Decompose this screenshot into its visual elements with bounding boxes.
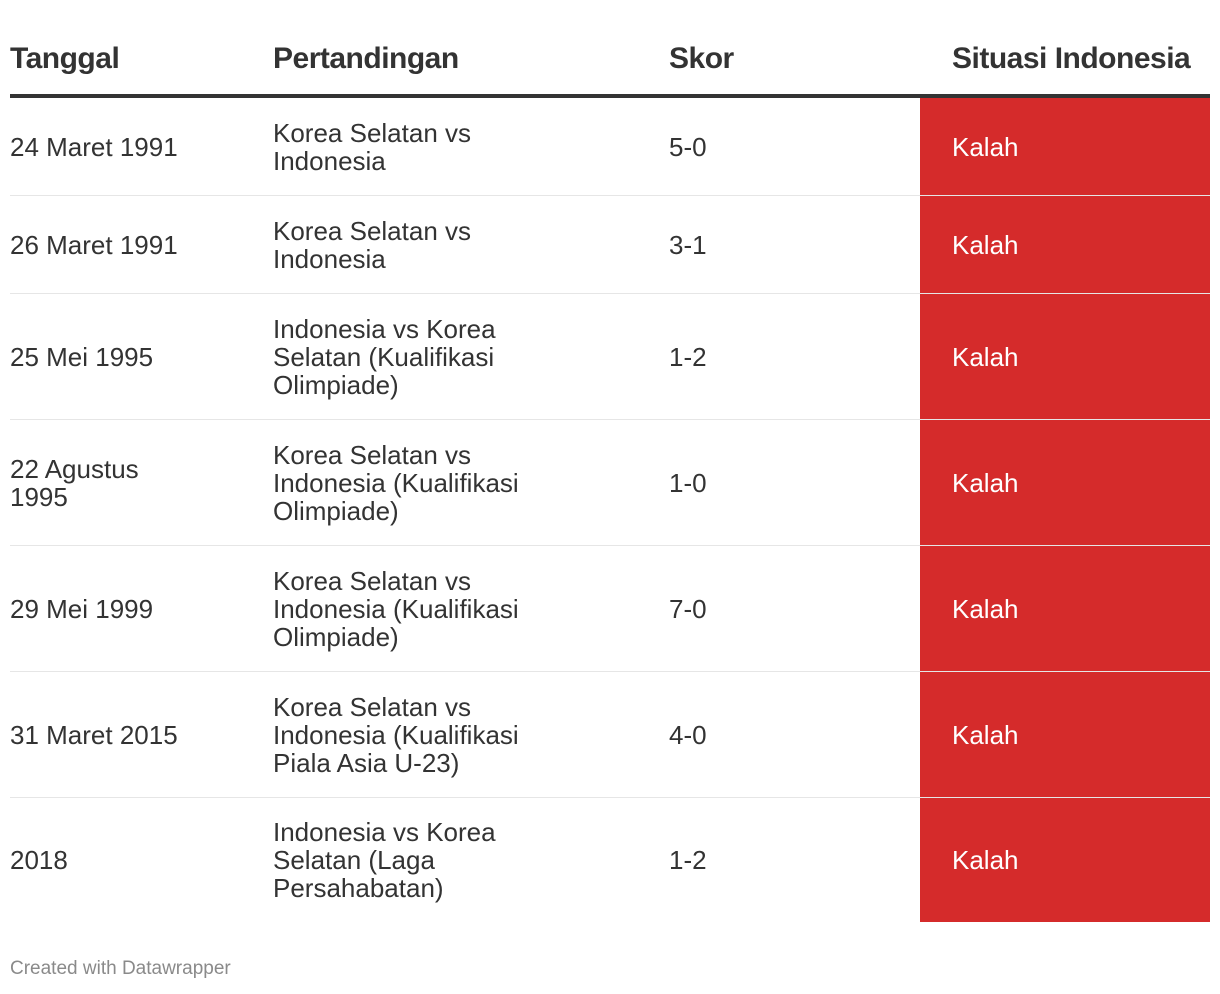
status-cell: Kalah bbox=[920, 196, 1210, 293]
status-cell: Kalah bbox=[920, 672, 1210, 797]
header-date: Tanggal bbox=[10, 42, 120, 75]
date-cell: 22 Agustus 1995 bbox=[10, 453, 139, 512]
date-cell: 31 Maret 2015 bbox=[10, 719, 178, 750]
status-cell: Kalah bbox=[920, 98, 1210, 195]
score-cell: 1-0 bbox=[669, 467, 707, 498]
table-row: 24 Maret 1991 Korea Selatan vs Indonesia… bbox=[10, 98, 1210, 196]
score-cell: 4-0 bbox=[669, 719, 707, 750]
table-row: 29 Mei 1999 Korea Selatan vs Indonesia (… bbox=[10, 546, 1210, 672]
match-cell: Korea Selatan vs Indonesia (Kualifikasi … bbox=[273, 691, 519, 778]
match-cell: Korea Selatan vs Indonesia bbox=[273, 215, 472, 274]
match-cell: Indonesia vs Korea Selatan (Laga Persaha… bbox=[273, 817, 496, 903]
table-row: 25 Mei 1995 Indonesia vs Korea Selatan (… bbox=[10, 294, 1210, 420]
table-row: 31 Maret 2015 Korea Selatan vs Indonesia… bbox=[10, 672, 1210, 798]
score-cell: 7-0 bbox=[669, 593, 707, 624]
status-cell: Kalah bbox=[920, 798, 1210, 922]
date-cell: 25 Mei 1995 bbox=[10, 341, 154, 372]
status-cell: Kalah bbox=[920, 420, 1210, 545]
score-cell: 1-2 bbox=[669, 845, 707, 875]
score-cell: 5-0 bbox=[669, 131, 707, 162]
date-cell: 26 Maret 1991 bbox=[10, 229, 178, 260]
header-status: Situasi Indonesia bbox=[952, 42, 1191, 75]
datawrapper-credit[interactable]: Created with Datawrapper bbox=[10, 958, 231, 979]
table-row: 22 Agustus 1995 Korea Selatan vs Indones… bbox=[10, 420, 1210, 546]
status-cell: Kalah bbox=[920, 546, 1210, 671]
date-cell: 2018 bbox=[10, 845, 68, 875]
table-header: Tanggal Pertandingan Skor Situasi Indone… bbox=[10, 0, 1210, 98]
header-rule bbox=[10, 94, 1210, 98]
match-cell: Korea Selatan vs Indonesia (Kualifikasi … bbox=[273, 439, 519, 526]
match-cell: Indonesia vs Korea Selatan (Kualifikasi … bbox=[273, 313, 496, 400]
score-cell: 3-1 bbox=[669, 229, 707, 260]
date-cell: 24 Maret 1991 bbox=[10, 131, 178, 162]
date-cell: 29 Mei 1999 bbox=[10, 593, 154, 624]
score-cell: 1-2 bbox=[669, 341, 707, 372]
header-score: Skor bbox=[669, 42, 734, 75]
results-table: Tanggal Pertandingan Skor Situasi Indone… bbox=[10, 0, 1210, 922]
match-cell: Korea Selatan vs Indonesia bbox=[273, 117, 472, 176]
table-row: 2018 Indonesia vs Korea Selatan (Laga Pe… bbox=[10, 798, 1210, 922]
match-cell: Korea Selatan vs Indonesia (Kualifikasi … bbox=[273, 565, 519, 652]
table-row: 26 Maret 1991 Korea Selatan vs Indonesia… bbox=[10, 196, 1210, 294]
status-cell: Kalah bbox=[920, 294, 1210, 419]
header-match: Pertandingan bbox=[273, 42, 459, 75]
